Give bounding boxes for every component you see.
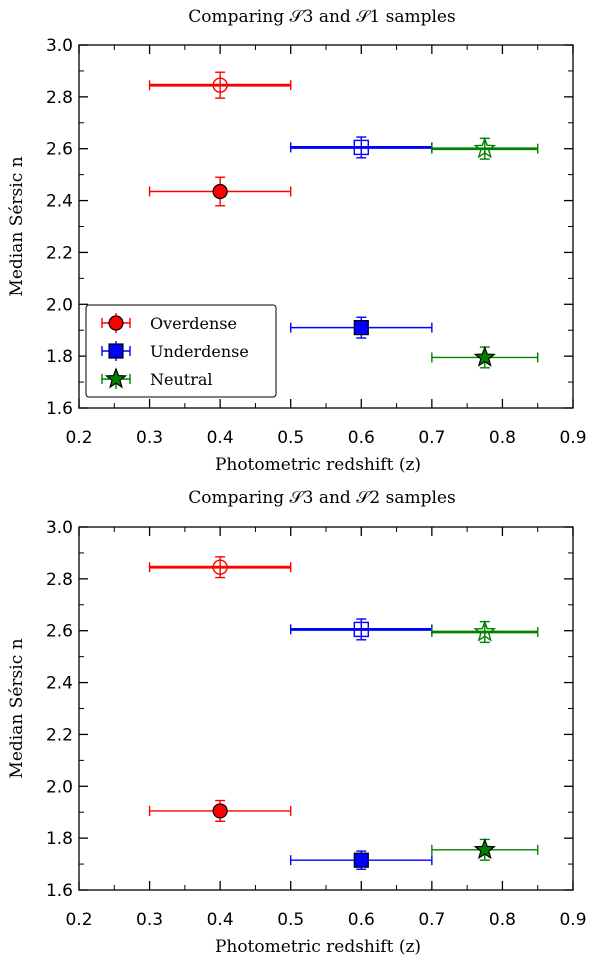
data-point-neutral-open	[431, 136, 539, 160]
legend-square-icon	[108, 343, 124, 359]
x-axis-label: Photometric redshift (z)	[215, 937, 421, 957]
y-tick-label: 2.8	[46, 88, 73, 108]
x-tick-label: 0.8	[489, 428, 516, 448]
y-tick-label: 2.6	[46, 140, 73, 160]
data-point-overdense-filled	[148, 176, 292, 207]
circle-marker	[212, 803, 228, 819]
chart-title: Comparing 𝒮3 and 𝒮1 samples	[188, 7, 455, 27]
legend-label-neutral: Neutral	[150, 370, 213, 389]
x-tick-label: 0.4	[207, 910, 234, 930]
legend-label-underdense: Underdense	[150, 342, 249, 361]
x-tick-label: 0.7	[418, 910, 445, 930]
data-point-neutral-filled	[431, 345, 539, 369]
star-marker	[473, 136, 497, 159]
x-tick-label: 0.9	[559, 910, 586, 930]
y-axis-label: Median Sérsic n	[7, 638, 27, 778]
y-tick-label: 2.0	[46, 777, 73, 797]
x-tick-label: 0.5	[277, 910, 304, 930]
chart-title: Comparing 𝒮3 and 𝒮2 samples	[188, 488, 455, 508]
legend-frame	[85, 304, 277, 398]
y-tick-label: 1.6	[46, 881, 73, 901]
plot-frame	[78, 526, 574, 891]
legend-circle-icon	[108, 315, 124, 331]
x-tick-label: 0.3	[136, 910, 163, 930]
square-marker	[353, 320, 369, 336]
y-tick-label: 2.2	[46, 725, 73, 745]
y-tick-label: 3.0	[46, 518, 73, 538]
x-tick-label: 0.2	[65, 428, 92, 448]
y-axis-label: Median Sérsic n	[7, 156, 27, 296]
star-marker	[473, 345, 496, 367]
x-tick-label: 0.3	[136, 428, 163, 448]
bottom-panel: Comparing 𝒮3 and 𝒮2 samples 0.2 0.3 0.4 0.5 0…	[7, 488, 587, 957]
circle-marker	[212, 559, 228, 575]
y-tick-label: 1.6	[46, 399, 73, 419]
y-tick-label: 1.8	[46, 829, 73, 849]
y-tick-label: 2.4	[46, 674, 73, 694]
top-panel: Comparing 𝒮3 and 𝒮1 samples 0.2 0.3 0.4 0.5 0…	[7, 7, 587, 475]
square-marker	[353, 852, 369, 868]
y-tick-label: 2.0	[46, 295, 73, 315]
circle-marker	[212, 77, 228, 93]
data-point-overdense-filled	[148, 799, 292, 822]
x-tick-label: 0.4	[207, 428, 234, 448]
star-marker	[473, 838, 496, 860]
x-tick-label: 0.5	[277, 428, 304, 448]
x-tick-label: 0.6	[348, 910, 375, 930]
data-point-underdense-open	[290, 618, 433, 641]
star-marker	[473, 620, 497, 642]
y-tick-label: 2.4	[46, 192, 73, 212]
x-tick-label: 0.2	[65, 910, 92, 930]
square-marker	[353, 621, 369, 638]
y-tick-label: 2.8	[46, 570, 73, 590]
y-tick-label: 1.8	[46, 347, 73, 367]
data-point-underdense-filled	[290, 850, 433, 870]
data-point-neutral-open	[431, 620, 539, 644]
data-point-overdense-open	[148, 556, 292, 579]
y-tick-label: 2.6	[46, 622, 73, 642]
y-tick-label: 2.2	[46, 243, 73, 263]
x-axis-label: Photometric redshift (z)	[215, 455, 421, 475]
x-tick-label: 0.9	[559, 428, 586, 448]
data-point-underdense-filled	[290, 316, 433, 339]
data-point-neutral-filled	[431, 838, 539, 861]
legend-label-overdense: Overdense	[150, 314, 237, 333]
x-tick-label: 0.8	[489, 910, 516, 930]
legend: Overdense Underdense Neutral	[85, 304, 277, 398]
data-point-overdense-open	[148, 71, 292, 99]
circle-marker	[212, 183, 228, 200]
data-point-underdense-open	[290, 136, 433, 159]
square-marker	[353, 139, 369, 156]
x-tick-label: 0.6	[348, 428, 375, 448]
legend-star-icon	[104, 367, 128, 389]
x-tick-label: 0.7	[418, 428, 445, 448]
y-tick-label: 3.0	[46, 36, 73, 56]
